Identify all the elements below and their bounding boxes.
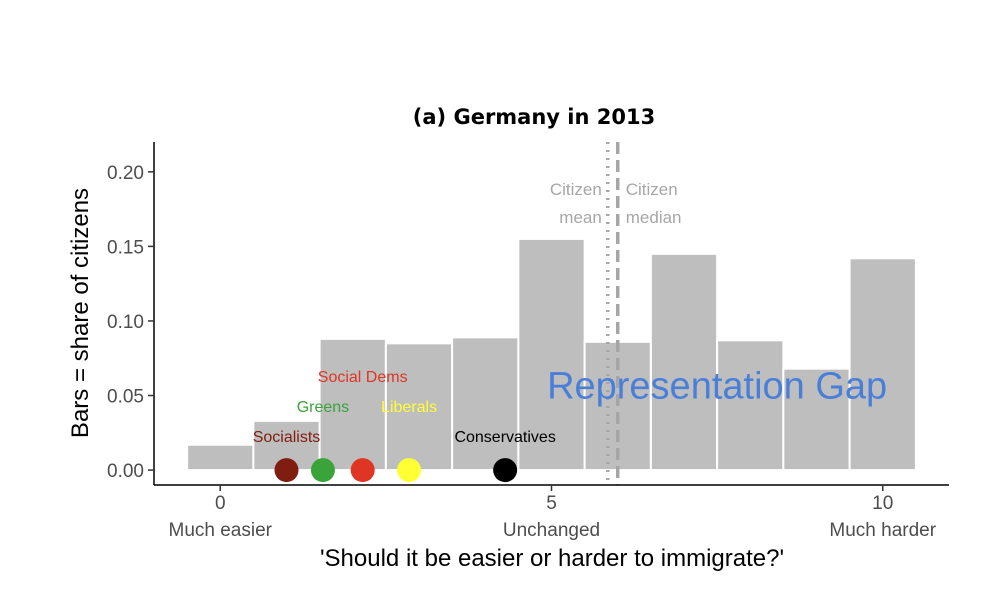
bars [186,237,917,472]
y-tick-label: 0.15 [107,237,144,258]
chart-title: (a) Germany in 2013 [413,105,655,129]
party-label: Liberals [381,399,437,416]
x-tick-label: 5 [546,493,557,514]
bar [848,257,917,472]
y-axis-ticks: 0.00 0.05 0.10 0.15 0.20 [107,163,154,482]
party-marker [350,458,375,483]
y-tick-label: 0.00 [107,461,144,482]
y-tick-label: 0.10 [107,312,144,333]
party-marker [493,458,518,483]
bar [649,252,719,472]
reference-label: Citizen [550,180,602,199]
bar [517,237,586,472]
party-marker [310,458,335,483]
annotations: Representation Gap [547,366,887,408]
reference-label: mean [559,208,602,227]
x-tick-sublabel: Unchanged [503,520,600,541]
reference-label: Citizen [626,180,678,199]
representation-gap-label: Representation Gap [547,366,887,408]
party-label: Social Dems [318,369,408,386]
party-markers: Socialists Greens Social Dems Liberals Conse… [253,369,556,483]
party-label: Socialists [253,429,321,446]
party-label: Greens [297,399,349,416]
x-axis-ticks: 0 Much easier 5 Unchanged 10 Much harder [169,485,937,541]
x-tick-label: 10 [872,493,893,514]
bar [716,339,785,472]
y-axis-title: Bars = share of citizens [67,188,94,438]
bar [186,443,255,472]
x-tick-label: 0 [215,493,226,514]
party-marker [274,458,299,483]
party-label: Conservatives [454,429,555,446]
x-axis-title: 'Should it be easier or harder to immigr… [320,545,784,572]
bar [782,367,851,472]
x-tick-sublabel: Much easier [169,520,273,541]
y-tick-label: 0.20 [107,163,144,184]
party-marker [397,458,422,483]
y-tick-label: 0.05 [107,387,144,408]
reference-label: median [626,208,682,227]
reference-lines: Citizen mean Citizen median [550,142,682,485]
x-tick-sublabel: Much harder [829,520,936,541]
bar [451,336,520,472]
